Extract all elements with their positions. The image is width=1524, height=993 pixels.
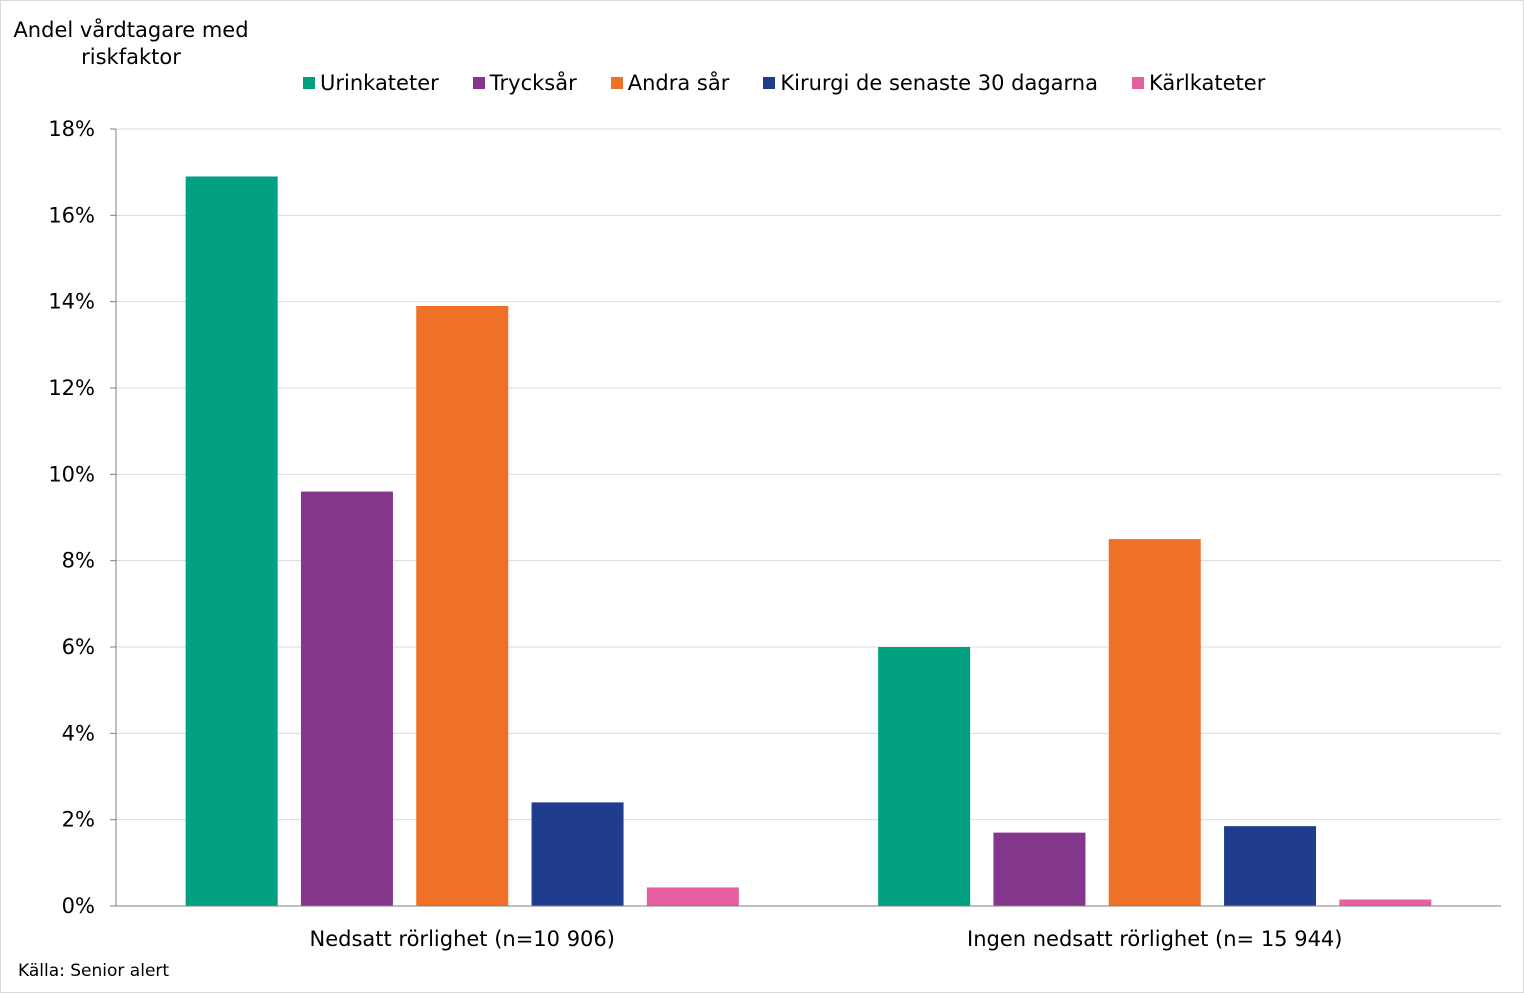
legend-swatch-kirurgi	[763, 77, 776, 89]
y-tick-label: 0%	[62, 894, 95, 918]
y-axis-title: Andel vårdtagare med riskfaktor	[11, 17, 251, 71]
y-tick-label: 16%	[48, 203, 95, 227]
axes	[110, 128, 1501, 907]
legend-label-trycksar: Trycksår	[489, 71, 577, 95]
legend-label-kirurgi: Kirurgi de senaste 30 dagarna	[780, 71, 1098, 95]
bar-1-1	[185, 176, 278, 906]
legend-item-andra-sar: Andra sår	[610, 71, 730, 95]
y-tick-labels: 0% 2% 4% 6% 8% 10% 12% 14% 16% 18%	[48, 117, 95, 918]
y-tick-label: 10%	[48, 462, 95, 486]
x-tick-labels: Nedsatt rörlighet (n=10 906) Ingen nedsat…	[310, 927, 1343, 951]
legend-item-trycksar: Trycksår	[472, 71, 577, 95]
bar-4-1	[531, 802, 624, 906]
y-tick-label: 12%	[48, 376, 95, 400]
legend-label-andra-sar: Andra sår	[627, 71, 730, 95]
y-tick-label: 2%	[62, 808, 95, 832]
source-note: Källa: Senior alert	[18, 961, 170, 981]
bars	[185, 176, 1432, 906]
legend-label-karlkateter: Kärlkateter	[1148, 71, 1266, 95]
legend-item-karlkateter: Kärlkateter	[1131, 71, 1266, 95]
y-tick-label: 8%	[62, 549, 95, 573]
bar-3-2	[1108, 539, 1201, 906]
legend-swatch-karlkateter	[1131, 77, 1144, 89]
legend-swatch-andra-sar	[610, 77, 623, 89]
bar-3-1	[416, 305, 509, 906]
legend-swatch-trycksar	[472, 77, 485, 89]
y-tick-label: 6%	[62, 635, 95, 659]
legend-item-kirurgi: Kirurgi de senaste 30 dagarna	[763, 71, 1098, 95]
legend-swatch-urinkateter	[303, 77, 315, 89]
bar-5-1	[646, 887, 739, 906]
x-tick-label: Ingen nedsatt rörlighet (n= 15 944)	[967, 927, 1343, 951]
y-tick-label: 14%	[48, 290, 95, 314]
bar-2-2	[993, 832, 1086, 906]
legend-label-urinkateter: Urinkateter	[320, 71, 439, 95]
bar-2-1	[300, 491, 393, 906]
y-axis-title-line-1: Andel vårdtagare med	[13, 18, 249, 42]
bar-4-2	[1224, 826, 1317, 906]
bar-1-2	[878, 647, 971, 906]
y-axis-title-line-2: riskfaktor	[81, 45, 181, 69]
bar-5-2	[1339, 899, 1432, 906]
legend-item-urinkateter: Urinkateter	[303, 71, 439, 95]
y-tick-label: 4%	[62, 721, 95, 745]
y-tick-label: 18%	[48, 117, 95, 141]
legend: Urinkateter Trycksår Andra sår Kirurgi d…	[303, 71, 1299, 95]
x-tick-label: Nedsatt rörlighet (n=10 906)	[310, 927, 615, 951]
